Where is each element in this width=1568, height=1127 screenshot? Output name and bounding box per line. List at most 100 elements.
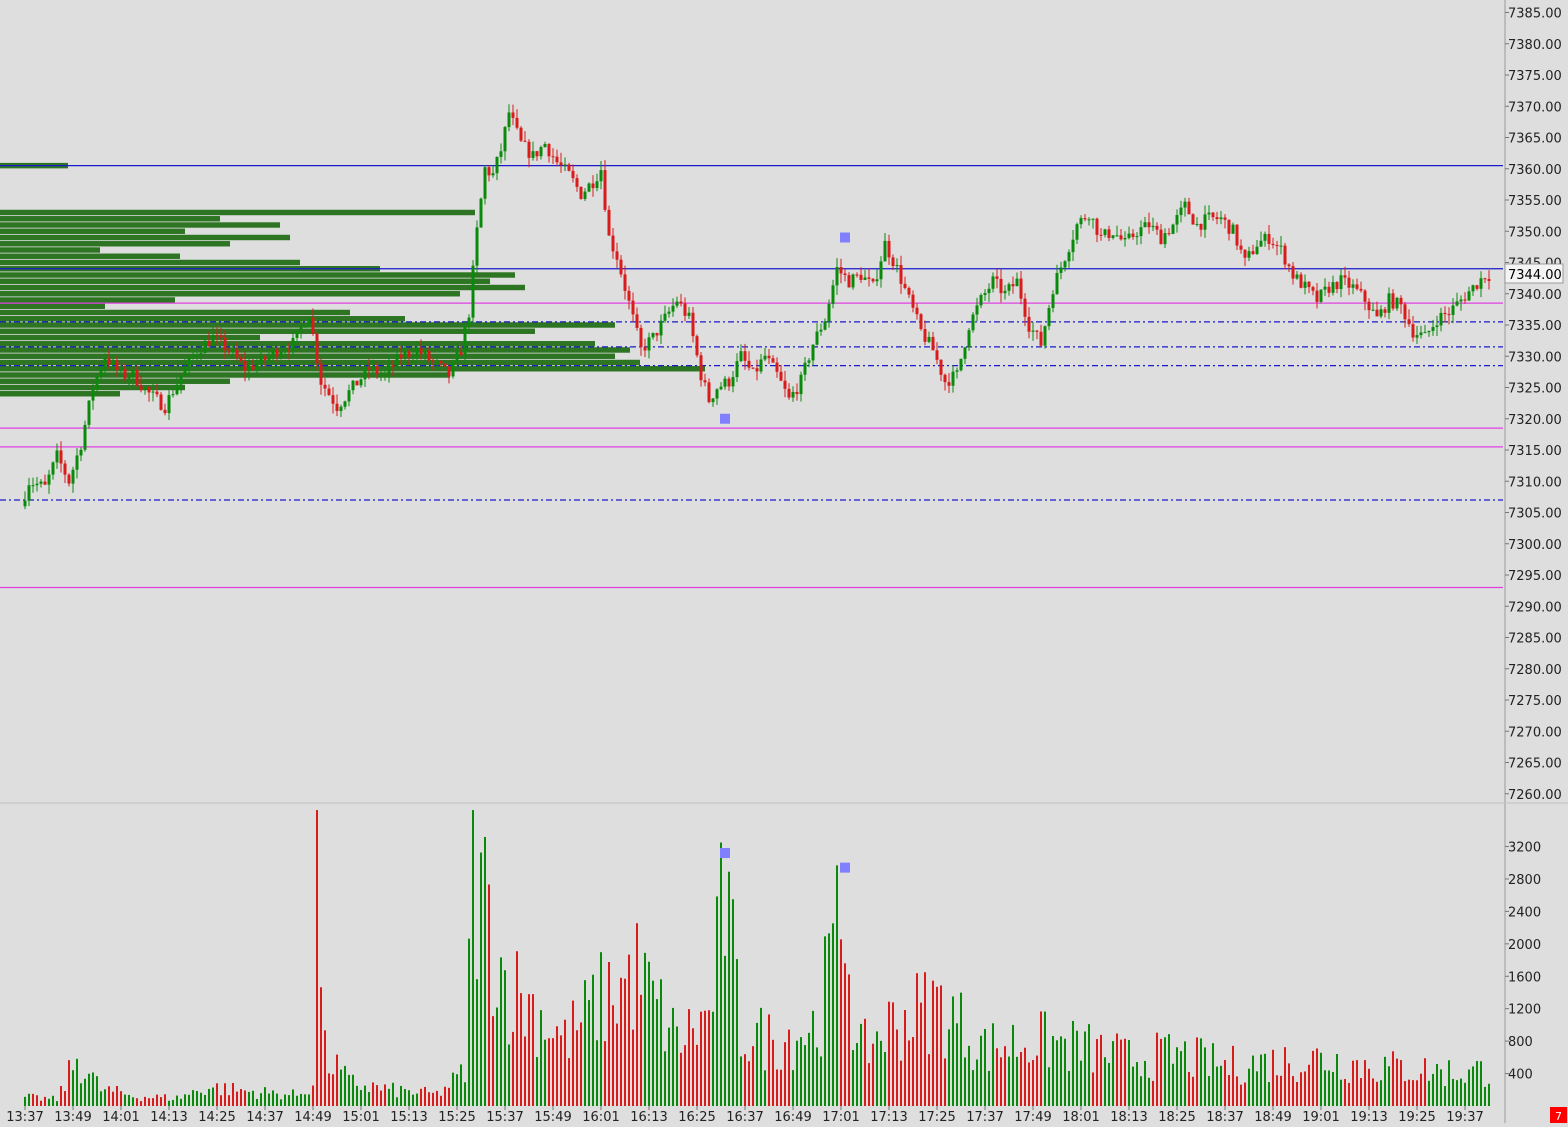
volume-bar <box>376 1085 378 1106</box>
candle-body <box>1071 239 1075 253</box>
volume-bar <box>1004 1046 1006 1106</box>
volume-tick-label: 2400 <box>1508 905 1541 920</box>
candle-body <box>1047 308 1051 327</box>
candle-body <box>1315 290 1319 302</box>
candle-body <box>1199 223 1203 230</box>
volume-bar <box>856 1042 858 1106</box>
candle-body <box>1087 219 1091 221</box>
candle-body <box>1007 284 1011 291</box>
volume-bar <box>1228 1074 1230 1106</box>
candle-body <box>467 317 471 327</box>
candle-body <box>1163 233 1167 245</box>
volume-bar <box>552 1038 554 1106</box>
candle-body <box>871 278 875 282</box>
volume-bar <box>592 974 594 1106</box>
candle-body <box>1471 285 1475 292</box>
volume-bar <box>1312 1050 1314 1106</box>
volume-bar <box>1476 1061 1478 1106</box>
candle-body <box>1131 233 1135 237</box>
candle-body <box>1291 266 1295 279</box>
volume-bar <box>984 1028 986 1106</box>
candle-body <box>103 358 107 370</box>
volume-bar <box>528 994 530 1106</box>
volume-bar <box>560 1035 562 1106</box>
candle-body <box>1035 330 1039 332</box>
volume-bar <box>1288 1063 1290 1106</box>
volume-bar <box>84 1078 86 1106</box>
volume-bar <box>440 1095 442 1106</box>
price-tick-label: 7265.00 <box>1508 757 1562 772</box>
candle-body <box>291 338 295 352</box>
candle-body <box>1287 264 1291 267</box>
volume-bar <box>448 1087 450 1106</box>
candle-body <box>943 374 947 383</box>
volume-bar <box>624 978 626 1106</box>
candle-body <box>1219 217 1223 220</box>
candle-body <box>1319 289 1323 302</box>
volume-bar <box>1036 1055 1038 1106</box>
candle-body <box>283 350 287 353</box>
candle-body <box>891 257 895 267</box>
volume-bar <box>704 1010 706 1106</box>
time-tick-label: 18:25 <box>1158 1110 1195 1123</box>
candle-body <box>1075 224 1079 240</box>
candle-body <box>415 348 419 358</box>
candle-body <box>83 424 87 450</box>
volume-bar <box>252 1090 254 1106</box>
candle-body <box>667 311 671 314</box>
volume-bar <box>604 1041 606 1106</box>
volume-bar <box>428 1092 430 1106</box>
candle-body <box>387 365 391 373</box>
volume-bar <box>224 1083 226 1106</box>
candle-body <box>195 353 199 356</box>
price-tick-label: 7275.00 <box>1508 694 1562 709</box>
volume-bar <box>44 1096 46 1106</box>
candle-body <box>47 474 51 485</box>
volume-bar <box>324 1030 326 1106</box>
candle-body <box>315 333 319 364</box>
volume-bar <box>416 1093 418 1106</box>
volume-bar <box>304 1094 306 1106</box>
candle-body <box>71 469 75 484</box>
candle-body <box>135 369 139 386</box>
candle-body <box>339 406 343 412</box>
alert-badge[interactable]: 7 <box>1550 1107 1567 1123</box>
volume-bar <box>68 1060 70 1106</box>
volume-bar <box>184 1094 186 1106</box>
volume-bar <box>564 1019 566 1106</box>
volume-bar <box>156 1094 158 1106</box>
volume-bar <box>720 842 722 1106</box>
candle-body <box>1127 233 1131 239</box>
candle-body <box>363 367 367 380</box>
volume-bar <box>884 1051 886 1106</box>
volume-bar <box>1400 1060 1402 1106</box>
volume-profile-bar <box>0 366 705 372</box>
candle-body <box>811 344 815 361</box>
volume-bar <box>936 986 938 1106</box>
volume-bar <box>1260 1054 1262 1106</box>
volume-bar <box>808 1032 810 1106</box>
volume-bar <box>1032 1060 1034 1106</box>
alert-badge-box[interactable] <box>1550 1107 1567 1123</box>
volume-profile-bar <box>0 347 630 353</box>
volume-bar <box>940 985 942 1106</box>
candle-body <box>991 276 995 289</box>
volume-bar <box>52 1095 54 1106</box>
volume-bar <box>280 1099 282 1106</box>
candle-body <box>843 273 847 276</box>
volume-bars <box>24 810 1490 1106</box>
volume-bar <box>432 1092 434 1106</box>
volume-bar <box>680 1052 682 1106</box>
candle-body <box>243 360 247 372</box>
candle-body <box>647 337 651 351</box>
volume-bar <box>1380 1080 1382 1106</box>
volume-bar <box>820 1056 822 1106</box>
price-tick-label: 7340.00 <box>1508 288 1562 303</box>
candle-body <box>359 379 363 386</box>
candle-body <box>143 387 147 391</box>
candle-body <box>31 485 35 487</box>
volume-bar <box>852 1050 854 1106</box>
